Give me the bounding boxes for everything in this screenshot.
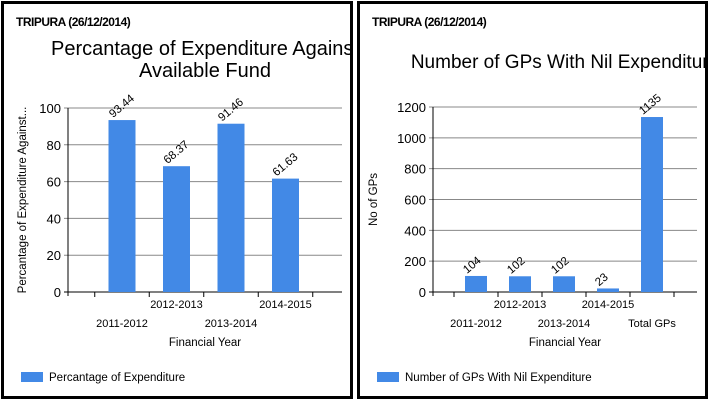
x-tick-label: 2014-2015 [259, 299, 312, 311]
x-axis-title: Financial Year [169, 337, 241, 349]
data-label: 102 [549, 255, 571, 277]
bar [272, 178, 299, 292]
y-tick-label: 80 [47, 138, 61, 153]
panel-header: TRIPURA (26/12/2014) [16, 15, 131, 29]
x-tick-label: 2012-2013 [150, 299, 203, 311]
x-tick-label: 2013-2014 [205, 318, 258, 330]
x-tick-label: 2013-2014 [538, 318, 591, 330]
bar [641, 117, 663, 292]
y-axis-title: No of GPs [368, 173, 380, 226]
data-label: 68.37 [162, 139, 192, 167]
data-label: 1135 [637, 92, 664, 117]
bar [597, 288, 619, 292]
data-label: 104 [461, 254, 484, 276]
bar [553, 276, 575, 292]
y-tick-label: 1000 [397, 131, 426, 146]
x-tick-label: 2012-2013 [494, 299, 547, 311]
y-tick-label: 40 [47, 211, 61, 226]
y-tick-label: 600 [404, 193, 426, 208]
chart-title: Number of GPs With Nil Expenditure [411, 52, 708, 73]
y-tick-label: 400 [404, 223, 426, 238]
bar [163, 166, 190, 292]
x-axis-title: Financial Year [529, 337, 601, 349]
y-tick-label: 100 [39, 101, 61, 116]
panel-header: TRIPURA (26/12/2014) [372, 15, 487, 29]
nil-expenditure-chart-panel: TRIPURA (26/12/2014) Number of GPs With … [357, 1, 708, 399]
nil-gps-chart: Number of GPs With Nil Expenditure 0 200 40… [368, 52, 708, 384]
y-tick-label: 0 [419, 285, 426, 300]
x-tick-label: 2014-2015 [582, 299, 635, 311]
chart-title: Available Fund [139, 60, 271, 82]
legend-label: Percantage of Expenditure [49, 372, 185, 384]
y-tick-label: 60 [47, 175, 61, 190]
x-tick-label: Total GPs [628, 318, 676, 330]
y-tick-label: 0 [54, 285, 61, 300]
x-tick-label: 2011-2012 [450, 318, 502, 330]
bar [509, 276, 531, 292]
expenditure-chart-panel: TRIPURA (26/12/2014) Percantage of Expen… [1, 1, 353, 399]
bar [217, 123, 245, 293]
expenditure-chart: Percantage of Expenditure AgainstAvailab… [17, 38, 353, 384]
y-tick-label: 800 [404, 162, 426, 177]
chart-title: Percantage of Expenditure Against [51, 38, 353, 60]
y-axis-title: Percantage of Expenditure Against... [17, 107, 29, 294]
y-tick-label: 200 [404, 254, 426, 269]
data-label: 102 [505, 255, 527, 277]
data-label: 23 [593, 271, 611, 288]
x-tick-label: 2011-2012 [96, 318, 148, 330]
y-tick-label: 20 [47, 248, 61, 263]
data-label: 61.63 [271, 151, 301, 179]
y-tick-label: 1200 [397, 100, 426, 115]
bar [108, 120, 136, 292]
data-label: 93.44 [107, 92, 137, 120]
legend-swatch [21, 372, 43, 382]
legend-swatch [377, 372, 399, 382]
legend-label: Number of GPs With Nil Expenditure [405, 372, 592, 384]
data-label: 91.46 [216, 96, 246, 124]
bar [465, 275, 487, 292]
